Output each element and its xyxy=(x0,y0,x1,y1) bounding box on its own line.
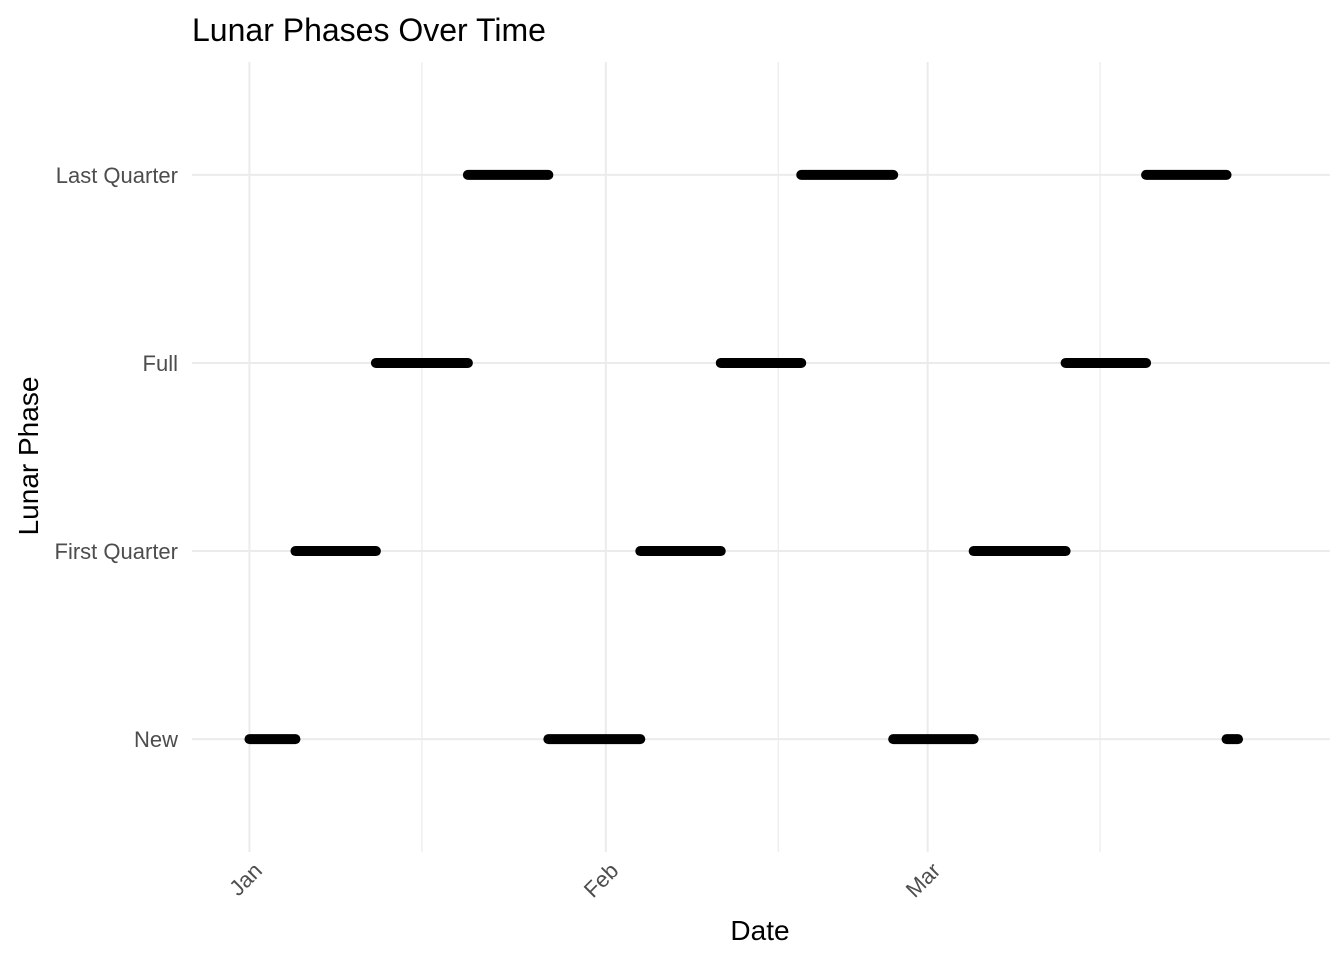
y-tick-label: First Quarter xyxy=(55,539,178,564)
grid xyxy=(192,62,1330,852)
x-tick-label: Feb xyxy=(579,858,623,902)
x-tick-label: Mar xyxy=(901,858,945,902)
chart-title: Lunar Phases Over Time xyxy=(192,12,546,48)
y-tick-label: New xyxy=(134,727,178,752)
x-tick-label: Jan xyxy=(224,858,267,901)
y-tick-label: Last Quarter xyxy=(56,163,178,188)
x-axis-title: Date xyxy=(730,915,789,946)
y-axis-ticks: New First Quarter Full Last Quarter xyxy=(55,163,179,752)
y-tick-label: Full xyxy=(143,351,178,376)
phase-segments xyxy=(244,169,1244,745)
x-axis-ticks: Jan Feb Mar xyxy=(224,858,945,902)
y-axis-title: Lunar Phase xyxy=(13,377,44,536)
